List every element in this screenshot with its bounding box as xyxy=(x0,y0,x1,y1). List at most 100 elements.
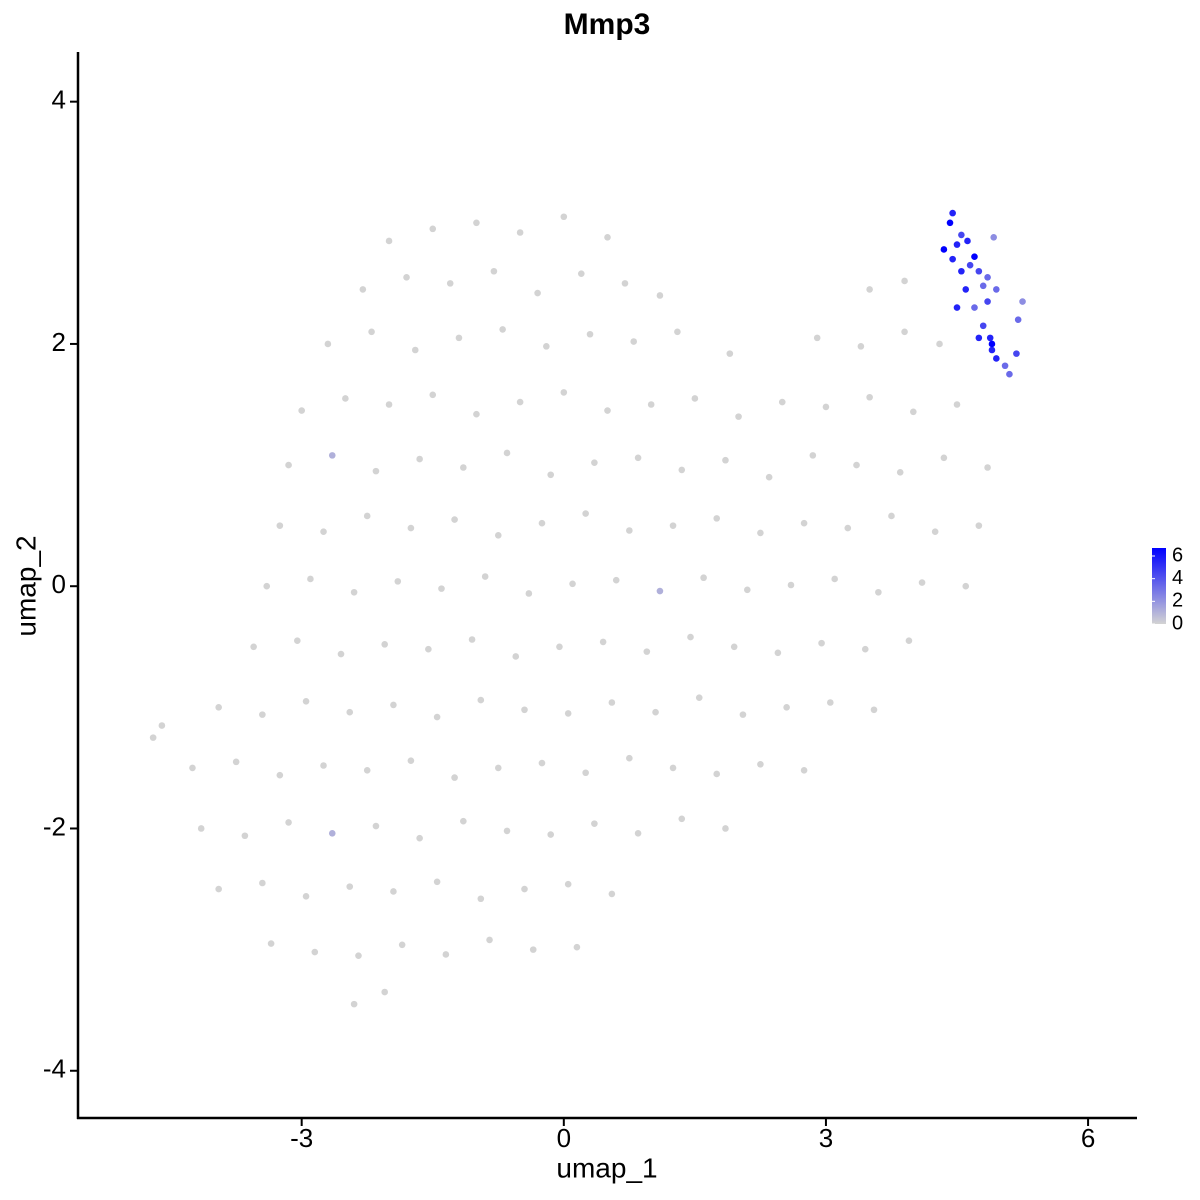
point xyxy=(438,585,445,592)
point xyxy=(669,764,677,772)
point xyxy=(320,762,327,769)
point xyxy=(722,825,729,832)
point xyxy=(971,304,978,311)
point xyxy=(355,952,362,959)
point xyxy=(394,578,402,585)
point xyxy=(940,454,948,462)
point xyxy=(455,334,463,342)
point xyxy=(460,817,467,825)
point xyxy=(783,704,790,711)
point xyxy=(984,274,991,281)
point xyxy=(958,267,965,275)
point xyxy=(940,246,948,253)
point xyxy=(534,289,541,297)
point xyxy=(442,951,450,958)
point xyxy=(669,522,677,529)
point xyxy=(385,237,393,245)
point xyxy=(691,395,699,402)
point xyxy=(813,334,821,342)
point xyxy=(608,699,616,706)
point xyxy=(337,650,345,658)
point xyxy=(368,328,375,336)
point xyxy=(494,764,502,772)
point xyxy=(521,706,528,714)
point xyxy=(564,710,572,717)
point xyxy=(346,708,354,716)
point xyxy=(975,334,983,342)
y-axis-title: umap_2 xyxy=(10,535,41,636)
point xyxy=(853,461,860,469)
point xyxy=(966,261,974,269)
point xyxy=(503,827,511,835)
y-tick-label: 2 xyxy=(52,327,66,357)
point xyxy=(433,713,441,721)
point xyxy=(634,454,642,462)
color-tick-label: 0 xyxy=(1172,612,1183,634)
point xyxy=(744,586,751,594)
color-tick-label: 6 xyxy=(1172,544,1183,566)
point xyxy=(722,456,729,464)
point xyxy=(901,328,908,336)
point xyxy=(215,704,222,711)
x-tick-label: 0 xyxy=(557,1123,571,1153)
point xyxy=(1006,370,1013,378)
point xyxy=(516,229,524,236)
point xyxy=(398,941,406,949)
point xyxy=(197,825,205,832)
point xyxy=(425,645,432,653)
point xyxy=(416,455,423,463)
point xyxy=(390,701,397,709)
point xyxy=(403,274,410,281)
point xyxy=(604,407,611,414)
point xyxy=(953,401,961,408)
point xyxy=(560,389,568,396)
point xyxy=(979,282,987,290)
y-tick-label: 0 xyxy=(52,569,66,599)
point xyxy=(232,758,240,766)
point xyxy=(577,270,585,277)
x-tick-label: -3 xyxy=(290,1123,313,1153)
point xyxy=(451,516,458,523)
point xyxy=(324,340,332,348)
point xyxy=(831,575,838,583)
point xyxy=(494,532,502,539)
point xyxy=(1014,316,1022,324)
point xyxy=(643,648,651,655)
point xyxy=(390,888,397,895)
point xyxy=(870,706,878,714)
point xyxy=(984,298,991,305)
point xyxy=(350,1000,358,1008)
point xyxy=(774,649,782,657)
point xyxy=(875,588,882,596)
point xyxy=(451,774,458,781)
point xyxy=(905,637,913,645)
point xyxy=(363,767,371,774)
point xyxy=(739,711,747,718)
point xyxy=(918,579,926,586)
point xyxy=(285,461,292,469)
point xyxy=(988,340,996,348)
point xyxy=(473,219,480,227)
point xyxy=(993,355,1000,362)
point xyxy=(525,590,533,597)
point xyxy=(626,527,633,534)
point xyxy=(490,267,498,275)
point xyxy=(285,819,292,826)
point xyxy=(599,638,607,646)
point xyxy=(346,883,354,890)
point xyxy=(730,643,738,651)
point xyxy=(962,286,970,293)
point xyxy=(990,234,998,241)
point xyxy=(986,334,994,342)
chart-title: Mmp3 xyxy=(564,8,651,41)
point xyxy=(822,403,830,411)
point xyxy=(765,473,773,481)
point xyxy=(678,815,686,823)
point xyxy=(647,401,655,408)
point xyxy=(630,338,638,345)
point xyxy=(582,769,589,777)
point xyxy=(674,328,681,336)
point xyxy=(586,330,594,338)
color-tick-label: 4 xyxy=(1172,567,1183,589)
point xyxy=(844,524,852,532)
